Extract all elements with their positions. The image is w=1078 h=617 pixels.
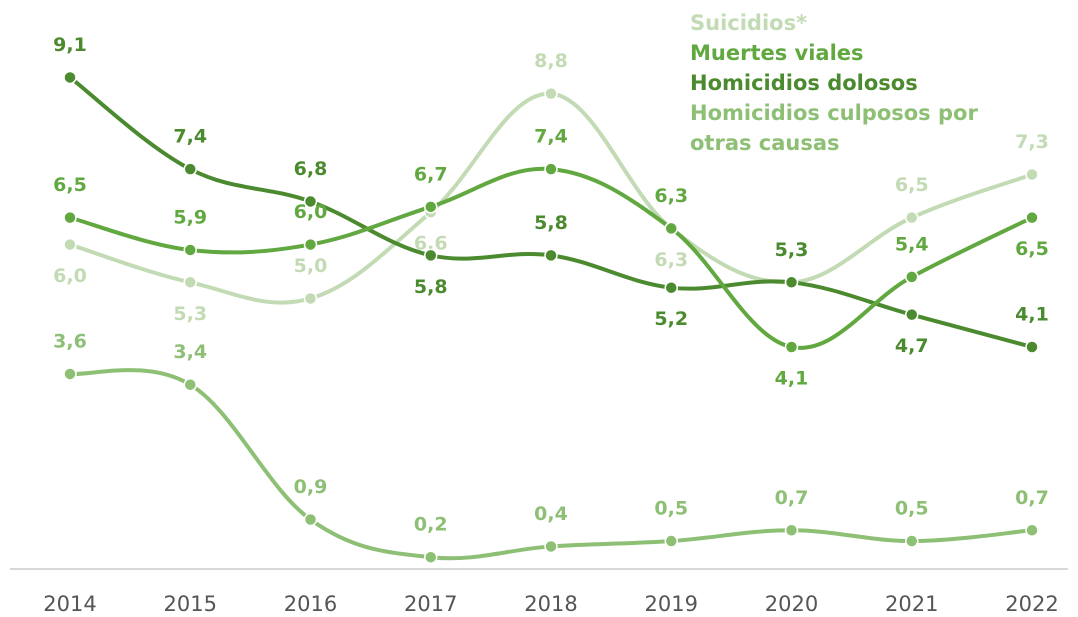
data-point <box>905 210 919 225</box>
legend-entry: Homicidios culposos por otras causas <box>690 101 978 155</box>
data-point <box>63 237 77 252</box>
data-label: 5,8 <box>534 212 568 234</box>
data-point <box>664 280 678 295</box>
data-label: 0,2 <box>414 514 448 536</box>
data-label: 6,8 <box>294 158 328 180</box>
data-point <box>303 291 318 306</box>
data-label: 5,3 <box>775 239 809 261</box>
data-point <box>664 221 678 236</box>
data-point <box>544 162 558 176</box>
data-label: 6,0 <box>294 201 328 223</box>
data-label: 0,5 <box>654 498 688 520</box>
x-tick-label: 2020 <box>765 592 818 616</box>
data-point <box>905 270 919 284</box>
x-tick-label: 2022 <box>1005 592 1058 616</box>
data-label: 0,4 <box>534 503 568 525</box>
x-tick-label: 2014 <box>43 592 96 616</box>
data-point <box>303 512 318 527</box>
legend-entry: Muertes viales <box>690 41 864 65</box>
data-label: 6,5 <box>1015 238 1049 260</box>
data-label: 4,7 <box>895 335 929 357</box>
data-label: 7,3 <box>1015 131 1049 153</box>
data-label: 6,5 <box>53 174 87 196</box>
legend-entry: Suicidios* <box>690 11 808 35</box>
data-point <box>183 162 197 176</box>
data-point <box>784 340 799 354</box>
data-label: 5,8 <box>414 276 448 298</box>
data-label: 4,1 <box>1015 303 1049 325</box>
data-label: 6,7 <box>414 163 448 185</box>
data-label: 6,6 <box>414 233 448 255</box>
data-label: 3,6 <box>53 330 87 352</box>
data-point <box>183 377 197 392</box>
data-point <box>664 534 678 548</box>
data-label: 6,3 <box>654 249 688 271</box>
data-label: 6,5 <box>895 174 929 196</box>
data-label: 6,3 <box>654 185 688 207</box>
data-point <box>905 534 919 548</box>
data-point <box>424 550 438 564</box>
data-label: 8,8 <box>534 50 568 72</box>
data-label: 0,9 <box>294 476 328 498</box>
x-tick-label: 2017 <box>404 592 457 616</box>
data-point <box>1025 340 1039 354</box>
data-point <box>183 243 197 257</box>
data-label: 0,7 <box>1015 487 1049 509</box>
data-label: 7,4 <box>173 126 207 148</box>
data-point <box>303 194 318 209</box>
data-point <box>544 539 558 554</box>
data-point <box>1025 210 1039 225</box>
data-label: 0,5 <box>895 498 929 520</box>
data-label: 5,2 <box>654 308 688 330</box>
data-point <box>303 237 318 252</box>
data-label: 5,3 <box>775 239 809 261</box>
x-tick-label: 2015 <box>164 592 217 616</box>
data-point <box>1025 523 1039 538</box>
data-label: 6,0 <box>53 265 87 287</box>
x-tick-label: 2016 <box>284 592 337 616</box>
data-label: 3,4 <box>173 341 207 363</box>
data-label: 9,1 <box>53 34 87 56</box>
data-label: 4,1 <box>775 367 809 389</box>
data-label: 5,9 <box>173 206 207 228</box>
data-point <box>183 275 197 290</box>
data-point <box>63 210 77 225</box>
data-point <box>63 70 77 85</box>
legend-entry: Homicidios dolosos <box>690 71 918 95</box>
data-point <box>784 523 799 538</box>
data-point <box>424 200 438 214</box>
data-point <box>784 275 799 290</box>
data-label: 5,0 <box>294 255 328 277</box>
series-line <box>69 368 1033 561</box>
data-label: 5,3 <box>173 303 207 325</box>
data-point <box>544 248 558 263</box>
data-point <box>1025 167 1039 182</box>
data-label: 7,4 <box>534 126 568 148</box>
x-tick-label: 2018 <box>524 592 577 616</box>
data-label: 0,7 <box>775 487 809 509</box>
legend: Suicidios* Muertes viales Homicidios dolos… <box>690 8 1010 158</box>
x-tick-label: 2021 <box>885 592 938 616</box>
data-point <box>905 307 919 322</box>
x-tick-label: 2019 <box>645 592 698 616</box>
data-label: 5,4 <box>895 233 929 255</box>
data-point <box>424 248 438 263</box>
data-point <box>63 367 77 381</box>
data-point <box>544 86 558 101</box>
